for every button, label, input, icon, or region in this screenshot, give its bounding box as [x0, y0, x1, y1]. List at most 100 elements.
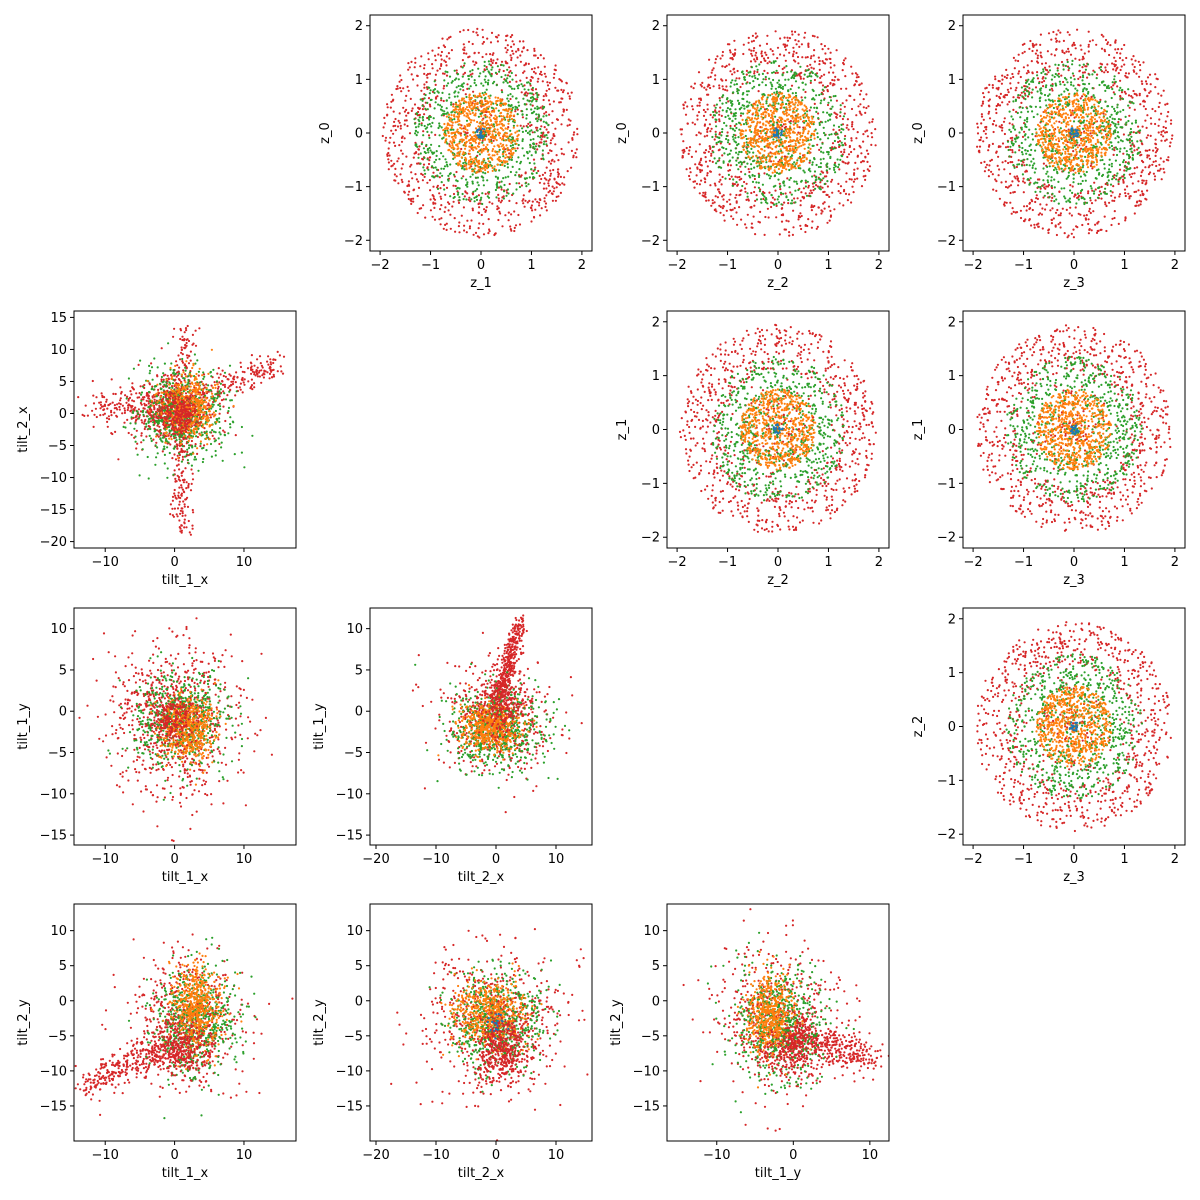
scatter-point [397, 157, 400, 160]
scatter-point [506, 62, 509, 65]
scatter-point [484, 75, 487, 78]
scatter-point [1089, 164, 1092, 167]
scatter-point [474, 189, 477, 192]
scatter-point [518, 185, 522, 189]
scatter-point [467, 102, 471, 105]
scatter-point [490, 103, 493, 106]
scatter-point [504, 150, 507, 153]
scatter-point [735, 77, 738, 80]
scatter-point [769, 81, 772, 84]
scatter-point [1124, 92, 1127, 95]
scatter-point [401, 152, 404, 155]
scatter-point [449, 145, 452, 148]
scatter-point [865, 149, 869, 152]
scatter-point [987, 149, 990, 152]
scatter-point [1122, 180, 1125, 183]
scatter-point [757, 181, 760, 184]
scatter-point [488, 153, 491, 156]
scatter-point [818, 121, 821, 125]
scatter-point [471, 72, 474, 75]
scatter-point [799, 158, 803, 161]
scatter-point [451, 135, 454, 139]
scatter-point [788, 37, 792, 40]
scatter-point [502, 159, 505, 162]
scatter-point [808, 167, 811, 170]
scatter-point [472, 107, 475, 110]
scatter-point [448, 135, 451, 138]
scatter-point [504, 127, 507, 130]
scatter-point [532, 158, 536, 161]
scatter-point [1154, 146, 1157, 149]
scatter-point [434, 101, 437, 104]
scatter-point [502, 197, 505, 200]
scatter-point [743, 180, 746, 184]
scatter-point [777, 195, 780, 198]
scatter-point [529, 92, 532, 95]
x-tick-label: −2 [668, 258, 687, 273]
scatter-point [469, 118, 472, 121]
x-tick-label: 1 [527, 258, 535, 273]
scatter-point [408, 190, 411, 193]
scatter-point [809, 57, 813, 60]
scatter-point [792, 209, 795, 212]
scatter-point [794, 80, 798, 83]
scatter-point [810, 226, 814, 229]
scatter-point [823, 44, 827, 48]
scatter-point [1106, 41, 1110, 44]
scatter-point [802, 130, 805, 133]
scatter-point [515, 142, 518, 145]
scatter-point [401, 135, 404, 138]
scatter-point [477, 150, 481, 153]
scatter-point [446, 127, 450, 130]
scatter-point [695, 182, 699, 185]
scatter-point [704, 181, 707, 184]
scatter-point [475, 84, 478, 87]
scatter-point [465, 198, 468, 201]
scatter-point [461, 140, 464, 143]
scatter-point [820, 99, 823, 102]
scatter-point [775, 139, 779, 142]
scatter-point [491, 66, 494, 69]
x-tick-label: −2 [371, 258, 390, 273]
scatter-point [734, 48, 737, 51]
scatter-point [786, 131, 789, 135]
scatter-point [710, 204, 713, 207]
scatter-point [844, 143, 847, 146]
scatter-point [777, 102, 780, 105]
scatter-point [569, 119, 572, 122]
scatter-point [812, 144, 815, 147]
scatter-point [464, 191, 467, 194]
scatter-point [1164, 139, 1167, 142]
scatter-point [747, 155, 750, 158]
scatter-point [799, 135, 802, 138]
scatter-point [1157, 105, 1160, 109]
scatter-point [475, 135, 478, 139]
scatter-point [805, 119, 808, 123]
scatter-point [758, 121, 761, 124]
scatter-point [1133, 212, 1136, 215]
scatter-point [386, 106, 389, 109]
scatter-point [815, 184, 818, 187]
scatter-point [1047, 71, 1050, 74]
scatter-point [688, 178, 692, 181]
scatter-point [481, 36, 485, 39]
scatter-point [827, 71, 831, 74]
scatter-point [528, 176, 531, 179]
scatter-point [781, 151, 784, 154]
scatter-point [472, 100, 475, 103]
scatter-point [1046, 69, 1049, 72]
scatter-point [774, 30, 777, 33]
scatter-point [477, 136, 480, 139]
scatter-point [797, 40, 800, 43]
scatter-point [799, 199, 802, 202]
scatter-point [1074, 47, 1077, 50]
scatter-point [437, 46, 440, 50]
scatter-point [530, 168, 533, 171]
scatter-point [737, 121, 741, 124]
scatter-point [712, 85, 715, 88]
scatter-point [780, 106, 783, 109]
scatter-point [445, 74, 449, 77]
scatter-point [537, 135, 540, 138]
scatter-point [414, 132, 417, 135]
scatter-point [811, 220, 814, 223]
